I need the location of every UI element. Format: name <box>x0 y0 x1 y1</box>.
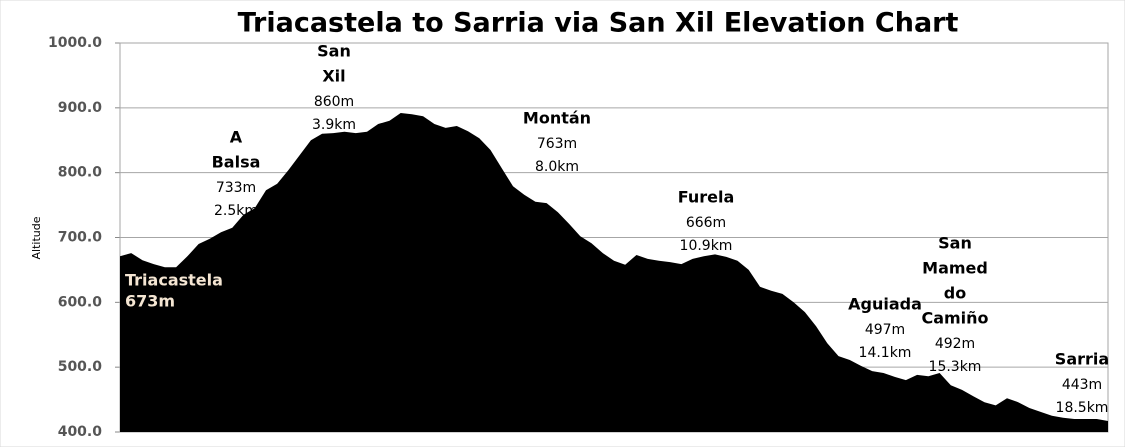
annotation-name: Mamed <box>922 259 988 278</box>
annotation-distance: 15.3km <box>929 359 982 375</box>
annotation-name: Camiño <box>921 309 988 328</box>
y-tick-label: 700.0 <box>58 230 103 246</box>
annotation-distance: 3.9km <box>312 117 356 133</box>
annotation-elevation: 666m <box>686 215 726 231</box>
annotation-name: Xil <box>322 67 345 86</box>
annotation-name: Furela <box>678 188 735 207</box>
annotation-distance: 18.5km <box>1056 400 1109 416</box>
annotation-name: Triacastela <box>125 271 223 290</box>
annotation-name: Montán <box>523 109 591 128</box>
y-tick-label: 900.0 <box>58 100 103 116</box>
annotation-elevation: 733m <box>216 180 256 196</box>
y-tick-label: 400.0 <box>58 424 103 440</box>
annotation-elevation: 673m <box>125 292 175 311</box>
annotation-name: Aguiada <box>848 295 922 314</box>
plot <box>120 113 1108 432</box>
annotations: Triacastela 673m A Balsa 733m 2.5km San Xil 860m… <box>125 42 1109 417</box>
annotation-distance: 14.1km <box>859 345 912 361</box>
annotation-distance: 2.5km <box>214 203 258 219</box>
chart-title: Triacastela to Sarria via San Xil Elevat… <box>238 8 959 39</box>
annotation-elevation: 763m <box>537 136 577 152</box>
annotation-distance: 8.0km <box>535 159 579 175</box>
annotation-name: San <box>938 234 972 253</box>
annotation-elevation: 492m <box>935 336 975 352</box>
annotation-elevation: 443m <box>1062 377 1102 393</box>
annotation-elevation: 860m <box>314 94 354 110</box>
annotation-name: Sarria <box>1055 350 1109 369</box>
annotation-name: Balsa <box>212 153 261 172</box>
annotation-elevation: 497m <box>865 322 905 338</box>
y-tick-label: 600.0 <box>58 294 103 310</box>
annotation-name: San <box>317 42 351 61</box>
y-axis-label: Altitude <box>30 216 43 259</box>
annotation-name: do <box>944 284 966 303</box>
y-tick-label: 1000.0 <box>48 35 102 51</box>
y-tick-label: 800.0 <box>58 165 103 181</box>
y-tick-label: 500.0 <box>58 359 103 375</box>
annotation-name: A <box>230 128 243 147</box>
elevation-area <box>120 113 1108 432</box>
annotation-distance: 10.9km <box>680 238 733 254</box>
